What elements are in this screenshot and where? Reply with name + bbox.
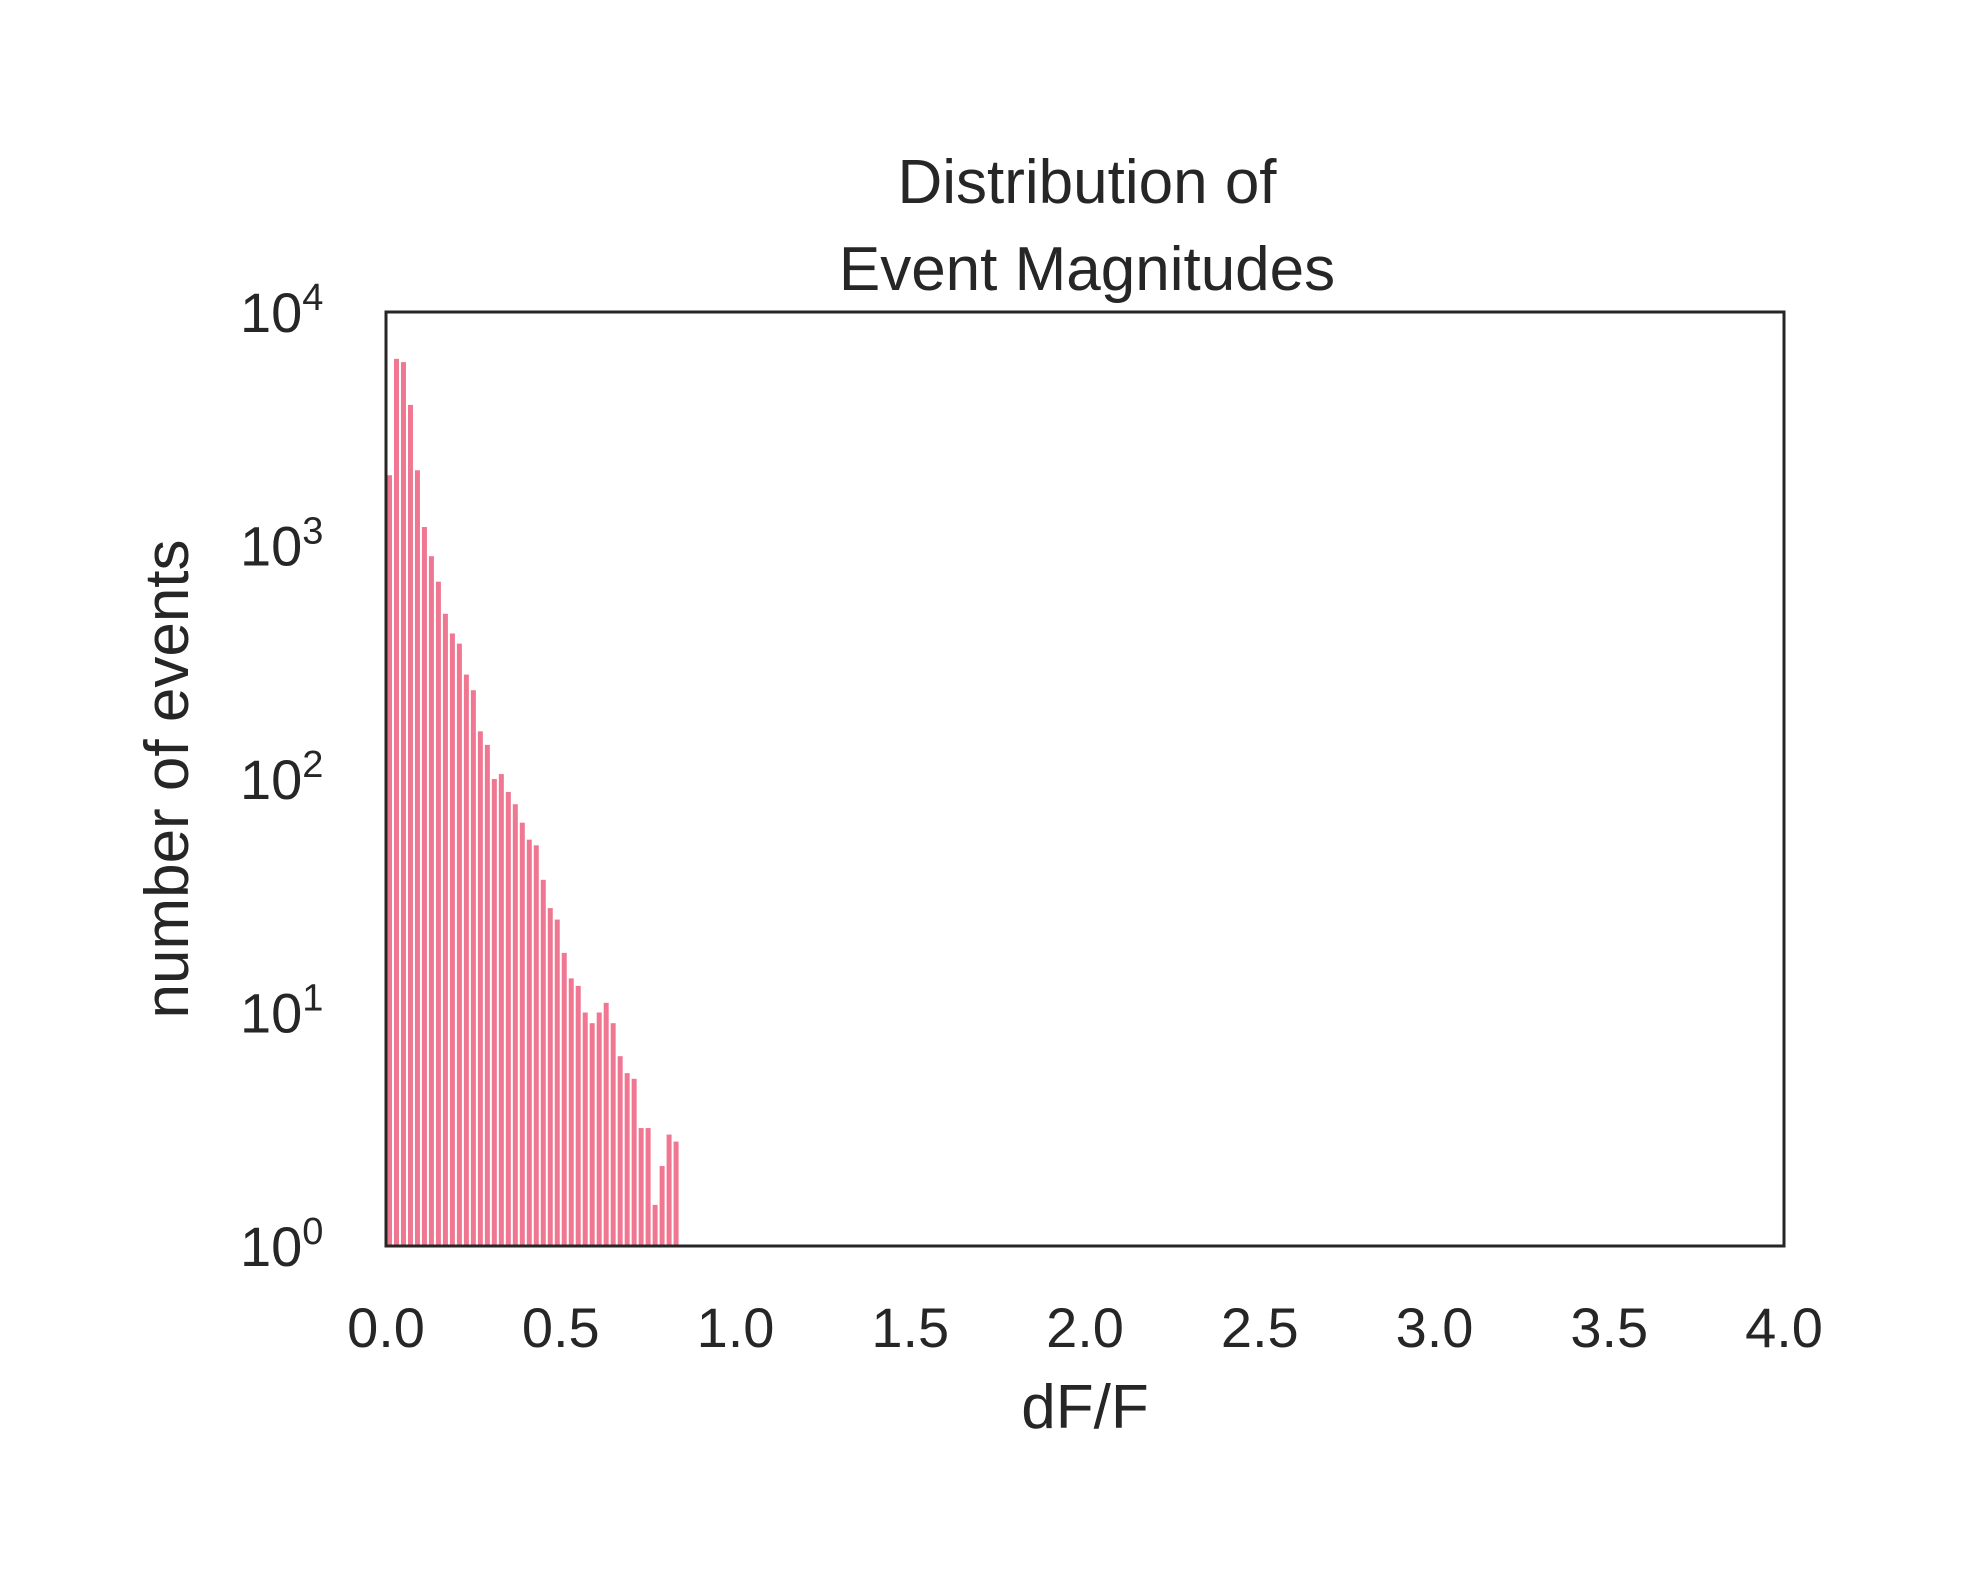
bars	[387, 358, 679, 1247]
histogram-bar	[575, 985, 581, 1246]
histogram-bar	[421, 527, 427, 1246]
histogram-bar	[568, 978, 574, 1246]
histogram-bar	[652, 1204, 658, 1246]
plot-frame	[384, 310, 1786, 1248]
histogram-bar	[624, 1073, 630, 1246]
histogram-bar	[512, 804, 518, 1246]
histogram-bar	[610, 1023, 616, 1246]
y-axis-label: number of events	[133, 539, 202, 1018]
histogram-bar	[477, 731, 483, 1246]
histogram-bar	[547, 908, 553, 1246]
x-tick-label: 0.0	[347, 1296, 425, 1359]
histogram-bar	[387, 475, 392, 1247]
y-tick-exponent: 4	[302, 277, 323, 319]
x-tick-label: 2.5	[1221, 1296, 1299, 1359]
x-tick-label: 1.0	[697, 1296, 775, 1359]
histogram-bar	[456, 643, 462, 1246]
histogram-bar	[498, 774, 504, 1246]
histogram-bar	[470, 690, 476, 1246]
x-tick-label: 2.0	[1046, 1296, 1124, 1359]
histogram-bar	[666, 1134, 672, 1246]
x-tick-label: 1.5	[871, 1296, 949, 1359]
histogram-bar	[449, 633, 455, 1246]
histogram-bar	[400, 362, 406, 1246]
y-tick-exponent: 0	[302, 1211, 323, 1253]
chart-title-line-1: Distribution of	[897, 148, 1277, 217]
histogram-bar	[589, 1023, 595, 1246]
histogram-bar	[533, 845, 539, 1246]
y-tick-exponent: 1	[302, 978, 323, 1020]
histogram-bar	[596, 1012, 602, 1246]
x-tick-label: 3.0	[1396, 1296, 1474, 1359]
histogram-bar	[435, 581, 441, 1246]
histogram-bar	[505, 791, 511, 1246]
histogram-bar	[554, 919, 560, 1246]
histogram-bar	[603, 1002, 609, 1246]
y-tick-exponent: 3	[302, 511, 323, 553]
x-axis-label: dF/F	[1021, 1373, 1148, 1442]
histogram-bar	[484, 744, 490, 1246]
histogram-bar	[393, 358, 399, 1247]
x-tick-label: 4.0	[1745, 1296, 1823, 1359]
histogram-bar	[631, 1078, 637, 1246]
histogram-bar	[638, 1128, 644, 1246]
histogram-bar	[540, 879, 546, 1246]
y-tick-label: 102	[240, 744, 323, 811]
histogram-bar	[491, 779, 497, 1246]
histogram-bar	[414, 470, 420, 1246]
histogram-bar	[407, 404, 413, 1246]
histogram-bar	[526, 839, 532, 1246]
x-tick-label: 3.5	[1570, 1296, 1648, 1359]
histogram-bar	[673, 1141, 679, 1246]
x-tick-labels: 0.0 0.5 1.0 1.5 2.0 2.5 3.0 3.5 4.0	[347, 1296, 1823, 1359]
histogram-bar	[582, 1012, 588, 1246]
histogram-bar	[519, 822, 525, 1246]
histogram-bar	[645, 1128, 651, 1246]
histogram-bar	[617, 1056, 623, 1246]
x-tick-label: 0.5	[522, 1296, 600, 1359]
histogram-bar	[442, 613, 448, 1246]
chart-title-line-2: Event Magnitudes	[839, 235, 1335, 304]
y-tick-exponent: 2	[302, 744, 323, 786]
histogram-bar	[659, 1166, 665, 1246]
histogram-bar	[561, 952, 567, 1246]
histogram-bar	[428, 556, 434, 1246]
histogram-bar	[463, 674, 469, 1246]
